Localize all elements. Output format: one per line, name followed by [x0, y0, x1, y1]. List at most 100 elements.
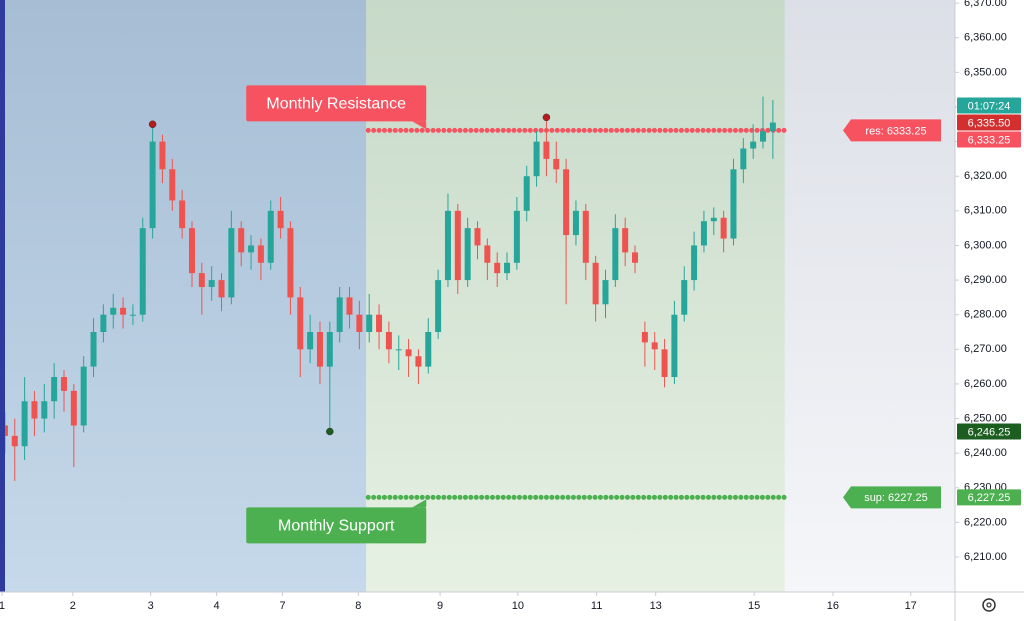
candle-body [533, 141, 540, 177]
candle-body [444, 210, 451, 281]
candle-body [11, 435, 18, 447]
x-tick-label: 1 [0, 600, 5, 612]
y-tick-label: 6,320.00 [964, 170, 1007, 182]
candle-body [139, 228, 146, 315]
x-tick-label: 4 [214, 600, 220, 612]
x-tick-label: 8 [355, 600, 361, 612]
x-tick-label: 15 [748, 600, 760, 612]
settings-ring[interactable] [982, 598, 996, 612]
countdown-label: 01:07:24 [968, 100, 1011, 112]
candle-body [326, 332, 333, 367]
candle-body [474, 228, 481, 246]
settings-core[interactable] [986, 602, 992, 608]
countdown-box [957, 97, 1021, 114]
candle-body [21, 401, 28, 447]
candle-body [641, 332, 648, 343]
candle-body [41, 401, 48, 419]
candle-body [484, 245, 491, 263]
level-tag: res: 6333.25 [865, 125, 926, 137]
candle-body [238, 228, 245, 253]
session-background [366, 0, 785, 592]
y-tick-label: 6,360.00 [964, 32, 1007, 44]
x-tick-label: 9 [437, 600, 443, 612]
candle-body [208, 280, 215, 287]
candle-body [198, 273, 205, 287]
candle-body [700, 221, 707, 246]
price-tag-box [957, 114, 1021, 131]
y-tick-label: 6,290.00 [964, 274, 1007, 286]
candle-body [405, 349, 412, 357]
y-tick-label: 6,350.00 [964, 66, 1007, 78]
callout-box [246, 85, 427, 122]
callout-pointer [412, 121, 427, 130]
candle-body [257, 245, 264, 263]
candle-body [149, 141, 156, 229]
candle-body [563, 169, 570, 236]
candle-body [494, 262, 501, 274]
candle-body [110, 307, 117, 315]
candle-body [188, 228, 195, 274]
candle-body [169, 169, 176, 201]
candle-body [179, 200, 186, 229]
candle-body [60, 377, 67, 391]
y-tick-label: 6,250.00 [964, 412, 1007, 424]
candle-body [277, 210, 284, 229]
candle-body [760, 131, 767, 142]
candle-body [720, 217, 727, 239]
candle-body [681, 280, 688, 315]
candle-body [90, 332, 97, 367]
candle-body [572, 210, 579, 236]
candle-body [385, 332, 392, 350]
candle-body [80, 366, 87, 426]
pivot-marker [542, 113, 551, 122]
candle-body [415, 356, 422, 367]
callout-pointer [412, 499, 427, 508]
candle-body [356, 314, 363, 333]
candle-body [671, 314, 678, 378]
left-edge [0, 0, 5, 592]
candle-body [129, 314, 136, 316]
candle-body [513, 210, 520, 263]
candle-body [691, 245, 698, 281]
candle-body [661, 349, 668, 378]
y-tick-label: 6,270.00 [964, 343, 1007, 355]
candle-body [504, 262, 511, 274]
y-tick-label: 6,280.00 [964, 309, 1007, 321]
candle-body [553, 158, 560, 170]
y-tick-label: 6,240.00 [964, 447, 1007, 459]
candle-body [267, 210, 274, 263]
candle-body [435, 280, 442, 333]
candle-body [750, 141, 757, 149]
candle-body [307, 332, 314, 350]
candle-body [651, 342, 658, 350]
y-tick-label: 6,370.00 [964, 0, 1007, 9]
price-tag-label: 6,333.25 [968, 134, 1011, 146]
callout-label: Monthly Resistance [266, 96, 406, 113]
candle-body [602, 280, 609, 305]
candle-body [100, 314, 107, 333]
price-tag-box [957, 423, 1021, 440]
price-tag-label: 6,246.25 [968, 426, 1011, 438]
candle-body [612, 228, 619, 281]
candle-body [740, 148, 747, 170]
candle-body [582, 210, 589, 263]
candle-body [336, 297, 343, 333]
x-tick-label: 2 [70, 600, 76, 612]
level-tag-box [843, 119, 941, 142]
candle-body [632, 252, 639, 263]
candle-body [543, 141, 550, 159]
candle-body [454, 210, 461, 281]
candle-body [297, 297, 304, 350]
y-tick-label: 6,210.00 [964, 551, 1007, 563]
candle-body [366, 314, 373, 333]
candle-body [159, 141, 166, 170]
settings-icon[interactable] [982, 598, 996, 612]
callout-box [246, 507, 427, 544]
pivot-marker [148, 120, 157, 129]
level-tag: sup: 6227.25 [864, 492, 928, 504]
candle-body [346, 297, 353, 315]
x-tick-label: 13 [650, 600, 662, 612]
candle-body [622, 228, 629, 253]
y-tick-label: 6,310.00 [964, 205, 1007, 217]
